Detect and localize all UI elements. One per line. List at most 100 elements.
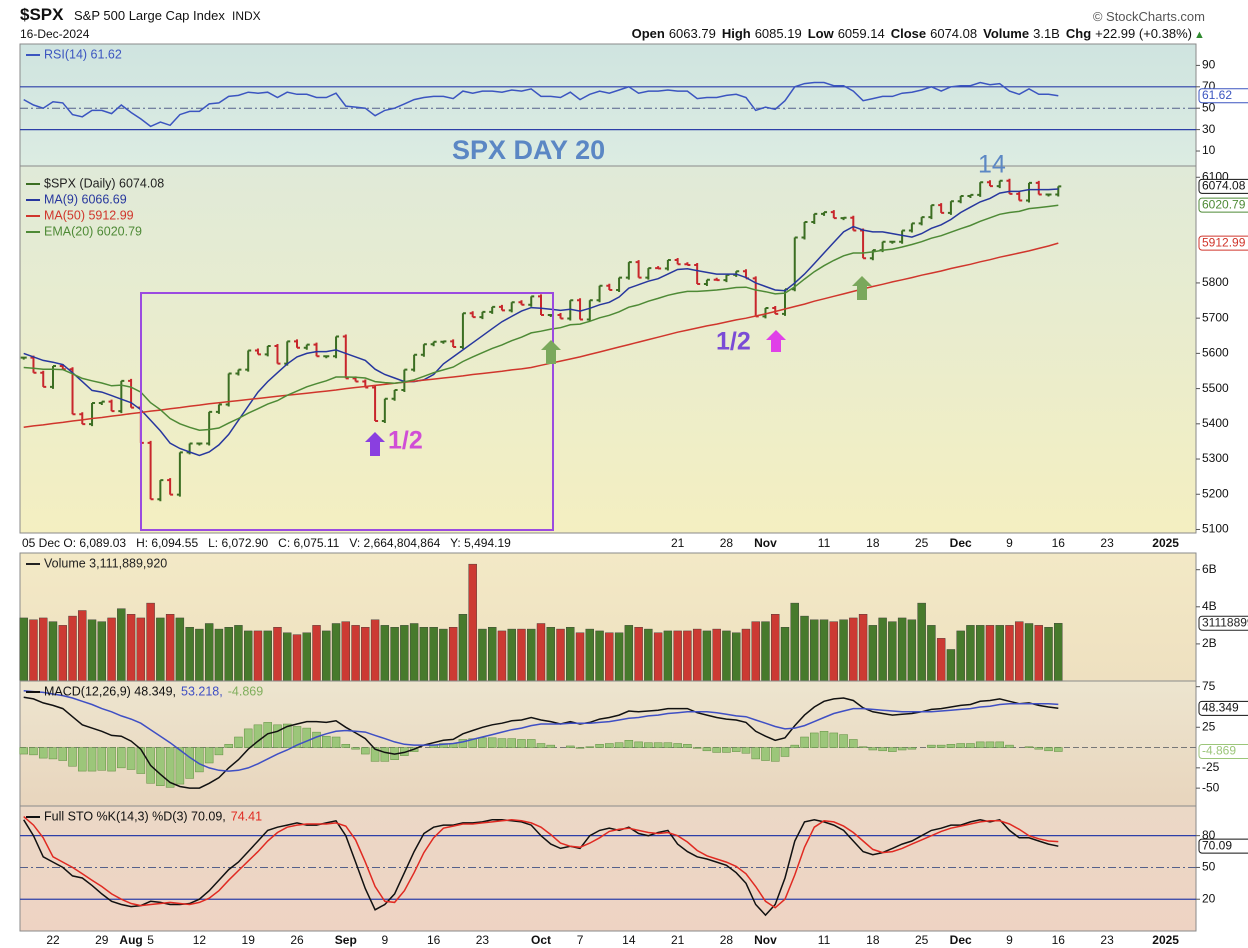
histogram-bar <box>888 747 897 752</box>
histogram-bar <box>331 736 341 748</box>
price-bar <box>20 356 27 360</box>
volume-bar <box>956 630 965 682</box>
volume-bar <box>849 617 858 682</box>
quote-label: Open <box>632 26 665 41</box>
volume-bar <box>810 619 819 682</box>
price-bar <box>303 343 310 350</box>
price-bar <box>469 311 476 319</box>
y-tick-label: 80 <box>1202 828 1216 842</box>
quote-value: 6085.19 <box>755 26 802 41</box>
volume-bar <box>1054 623 1063 682</box>
quote-value: 3.1B <box>1033 26 1060 41</box>
price-bar <box>830 210 837 220</box>
volume-bar <box>107 617 116 682</box>
histogram-bar <box>322 735 331 748</box>
price-bar <box>342 334 349 380</box>
volume-bar <box>985 625 995 682</box>
price-bar <box>274 343 281 365</box>
volume-bar <box>195 628 204 682</box>
histogram-bar <box>907 747 917 750</box>
volume-bar <box>722 630 731 682</box>
x-tick-label: 11 <box>818 933 831 947</box>
price-bar <box>420 343 427 357</box>
volume-bar <box>302 632 311 682</box>
volume-bar <box>761 621 770 682</box>
price-bar <box>986 180 993 188</box>
annotation: 1/2 <box>388 427 423 455</box>
volume-bar <box>156 617 165 682</box>
volume-bar <box>243 630 253 682</box>
line <box>23 816 1059 909</box>
price-bar <box>664 259 671 271</box>
volume-bar <box>614 632 624 682</box>
last-value-boxes: 61.62 6074.08 5912.99 6020.79 3111889920 -4.8… <box>1198 88 1248 854</box>
line <box>23 81 1059 128</box>
quote-label: Close <box>891 26 926 41</box>
histogram-bar <box>107 747 116 772</box>
histogram-bar <box>868 747 878 751</box>
y-tick-label: -50 <box>1202 780 1220 794</box>
x-tick-label: 12 <box>193 933 207 947</box>
histogram-bar <box>1034 747 1044 750</box>
volume-bar <box>566 627 575 682</box>
last-value-box <box>1198 235 1248 251</box>
histogram-bar <box>751 747 760 760</box>
price-bar <box>655 266 662 270</box>
volume-bar <box>1044 627 1053 682</box>
price-bar <box>1035 180 1042 196</box>
histogram-bar <box>1044 747 1053 752</box>
histogram-bar <box>497 738 507 748</box>
histogram-bar <box>673 743 682 748</box>
volume-bar <box>595 630 604 682</box>
histogram-bar <box>351 747 360 750</box>
histogram-bar <box>536 743 546 748</box>
price-bar <box>518 300 525 306</box>
volume-bar <box>429 627 438 682</box>
price-bar <box>538 294 544 316</box>
volume-bar <box>146 602 155 682</box>
info-bar-text: 05 Dec O: 6,089.03 H: 6,094.55 L: 6,072.… <box>22 536 511 550</box>
histogram-bar <box>136 747 146 774</box>
price-bar <box>528 295 535 307</box>
volume-bar <box>331 623 341 682</box>
histogram-bar <box>68 747 77 767</box>
volume-bar <box>673 630 682 682</box>
histogram-bar <box>468 738 477 748</box>
histogram-bar <box>526 739 536 748</box>
price-bar <box>850 215 857 232</box>
y-tick-label: 10 <box>1202 143 1216 157</box>
price-bar <box>577 298 584 321</box>
volume-bar <box>1034 625 1043 682</box>
histogram-bar <box>663 742 673 748</box>
last-value-label: 6020.79 <box>1202 197 1246 211</box>
x-tick-label: Nov <box>754 536 777 550</box>
price-bar <box>606 283 613 291</box>
x-tick-label: 19 <box>242 933 256 947</box>
histogram-bar <box>58 747 68 761</box>
x-tick-label: 23 <box>1100 536 1114 550</box>
quote-label: Low <box>808 26 835 41</box>
annotation: 1/2 <box>716 328 751 356</box>
histogram-bar <box>839 734 848 748</box>
volume-bar <box>234 625 243 682</box>
histogram-bar <box>946 744 956 748</box>
price-bar <box>459 312 466 350</box>
volume-bar <box>263 630 272 682</box>
volume-bar <box>273 627 282 682</box>
volume-bar <box>19 617 28 682</box>
histogram-bar <box>224 744 233 748</box>
x-tick-label: Oct <box>531 933 551 947</box>
price-bar <box>586 299 593 322</box>
histogram-bar <box>439 743 448 748</box>
volume-bar <box>624 625 634 682</box>
histogram-bar <box>653 742 663 748</box>
histogram-bar <box>644 742 653 748</box>
histogram-bar <box>302 727 312 748</box>
price-bar <box>557 312 564 320</box>
histogram-bar <box>790 744 800 748</box>
x-tick-label: 7 <box>577 933 584 947</box>
price-bar <box>489 305 496 314</box>
arrow <box>766 330 786 352</box>
price-bar <box>206 410 213 446</box>
volume-bar <box>409 623 419 682</box>
